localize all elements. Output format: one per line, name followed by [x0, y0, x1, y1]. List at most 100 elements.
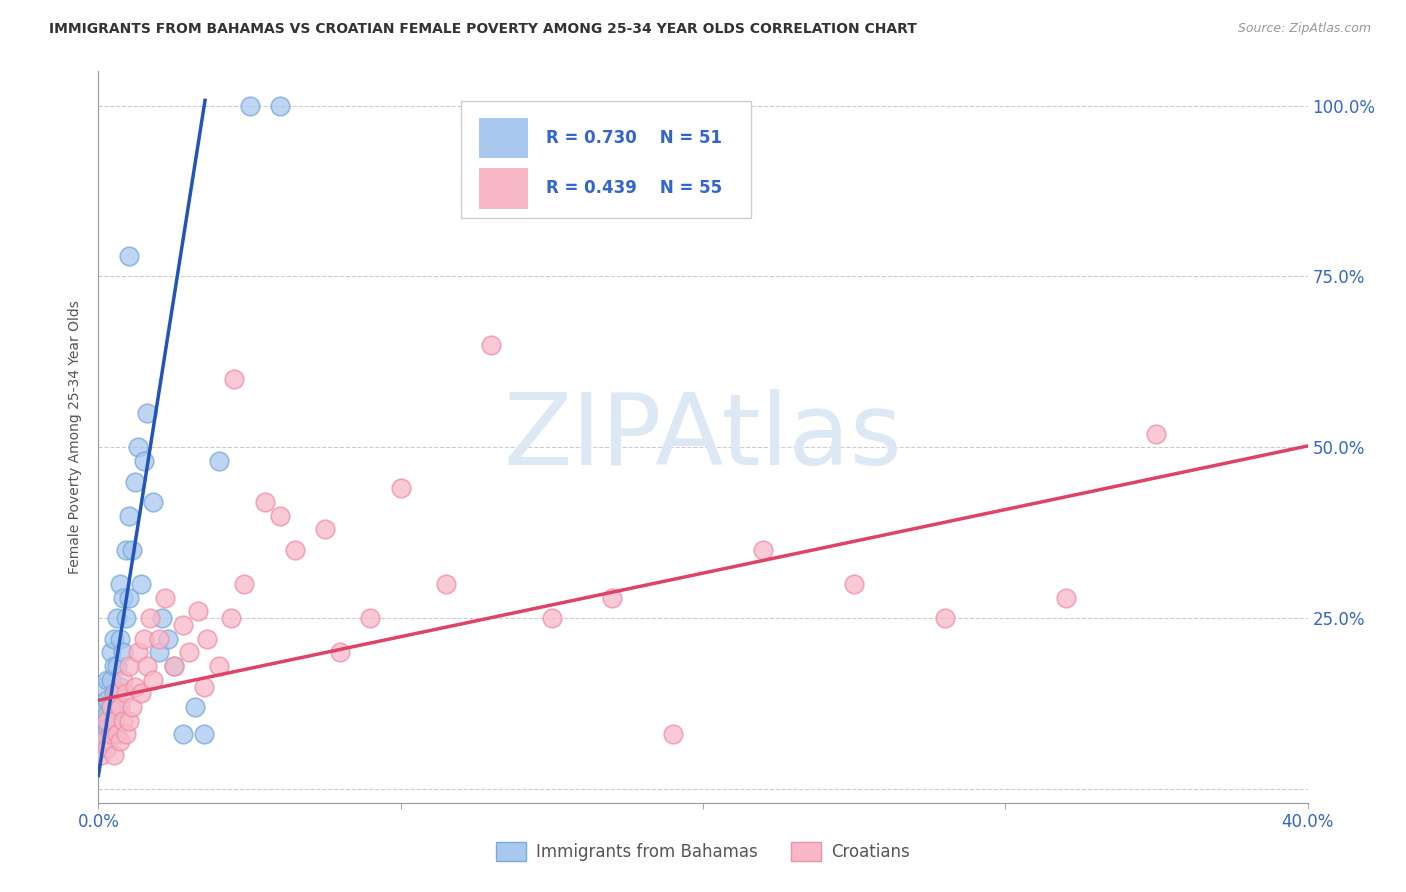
Point: [269, 98, 291, 112]
Point: [105, 611, 128, 625]
Point: [208, 454, 231, 468]
Point: [96, 673, 118, 687]
Point: [481, 338, 503, 352]
Point: [100, 700, 122, 714]
Point: [118, 249, 141, 263]
Point: [93, 727, 115, 741]
Point: [314, 522, 336, 536]
Point: [661, 727, 683, 741]
Point: [139, 611, 162, 625]
Point: [156, 632, 179, 646]
Point: [111, 673, 134, 687]
Point: [118, 659, 141, 673]
Point: [93, 680, 115, 694]
Point: [127, 440, 149, 454]
Point: [96, 734, 118, 748]
Point: [103, 686, 125, 700]
Point: [103, 659, 125, 673]
Point: [135, 659, 157, 673]
Point: [187, 604, 209, 618]
Point: [129, 577, 152, 591]
Point: [100, 673, 122, 687]
Point: [163, 659, 186, 673]
Point: [239, 98, 262, 112]
Point: [103, 747, 125, 762]
Point: [360, 611, 382, 625]
Point: [232, 577, 254, 591]
Point: [105, 700, 128, 714]
Point: [221, 611, 243, 625]
Point: [1144, 426, 1167, 441]
Point: [148, 632, 170, 646]
Point: [93, 700, 115, 714]
Point: [108, 632, 131, 646]
Point: [844, 577, 866, 591]
FancyBboxPatch shape: [479, 169, 527, 209]
Point: [118, 714, 141, 728]
Point: [105, 659, 128, 673]
Point: [93, 734, 115, 748]
Text: R = 0.730    N = 51: R = 0.730 N = 51: [546, 129, 721, 147]
Point: [129, 686, 152, 700]
Point: [752, 542, 775, 557]
Point: [163, 659, 186, 673]
Point: [103, 714, 125, 728]
Point: [108, 577, 131, 591]
Point: [179, 645, 201, 659]
Point: [100, 727, 122, 741]
Text: Source: ZipAtlas.com: Source: ZipAtlas.com: [1237, 22, 1371, 36]
Point: [114, 542, 136, 557]
Point: [434, 577, 457, 591]
Point: [91, 700, 114, 714]
Point: [93, 714, 115, 728]
Point: [111, 591, 134, 605]
Point: [108, 680, 131, 694]
Point: [118, 508, 141, 523]
Text: R = 0.439    N = 55: R = 0.439 N = 55: [546, 179, 721, 197]
Point: [100, 727, 122, 741]
Point: [121, 542, 143, 557]
Point: [150, 611, 173, 625]
Point: [108, 734, 131, 748]
Point: [1054, 591, 1077, 605]
FancyBboxPatch shape: [461, 101, 751, 218]
Point: [124, 475, 146, 489]
Point: [118, 591, 141, 605]
Point: [172, 727, 194, 741]
Point: [132, 632, 155, 646]
Point: [96, 721, 118, 735]
FancyBboxPatch shape: [479, 118, 527, 158]
Point: [114, 611, 136, 625]
Point: [184, 700, 207, 714]
Point: [269, 508, 291, 523]
Point: [90, 727, 112, 741]
Point: [111, 714, 134, 728]
Point: [100, 700, 122, 714]
Legend: Immigrants from Bahamas, Croatians: Immigrants from Bahamas, Croatians: [489, 835, 917, 868]
Point: [90, 747, 112, 762]
Point: [121, 700, 143, 714]
Point: [105, 686, 128, 700]
Point: [329, 645, 352, 659]
Point: [934, 611, 956, 625]
Point: [96, 741, 118, 756]
Point: [253, 495, 276, 509]
Point: [114, 686, 136, 700]
Point: [90, 714, 112, 728]
Point: [135, 406, 157, 420]
Point: [89, 741, 111, 756]
Point: [148, 645, 170, 659]
Point: [111, 645, 134, 659]
Point: [540, 611, 562, 625]
Point: [127, 645, 149, 659]
Point: [100, 645, 122, 659]
Point: [103, 632, 125, 646]
Point: [96, 706, 118, 721]
Point: [108, 700, 131, 714]
Point: [142, 673, 165, 687]
Point: [284, 542, 307, 557]
Point: [172, 618, 194, 632]
Point: [124, 680, 146, 694]
Point: [105, 727, 128, 741]
Point: [114, 727, 136, 741]
